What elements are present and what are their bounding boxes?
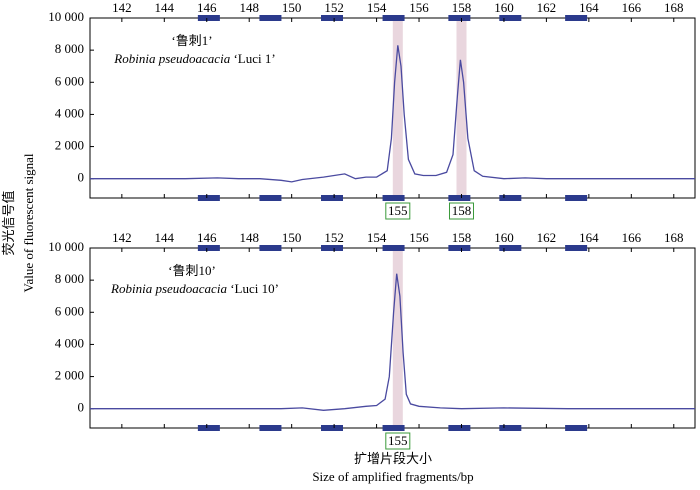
bin-marker <box>382 15 405 21</box>
x-tick-label: 162 <box>537 0 557 15</box>
bin-highlight <box>392 248 403 428</box>
bin-marker <box>448 245 471 251</box>
bin-marker <box>197 195 220 201</box>
x-tick-label: 150 <box>282 230 302 245</box>
peak-label: 158 <box>452 203 472 218</box>
x-tick-label: 152 <box>324 230 344 245</box>
bin-marker <box>197 425 220 431</box>
bin-marker <box>499 15 522 21</box>
x-tick-label: 144 <box>155 230 175 245</box>
annotation: Robinia pseudoacacia ‘Luci 10’ <box>110 281 279 296</box>
y-tick-label: 0 <box>78 170 85 185</box>
bin-marker <box>448 425 471 431</box>
bin-marker <box>259 425 282 431</box>
bin-marker <box>448 195 471 201</box>
x-tick-label: 160 <box>494 230 514 245</box>
x-tick-label: 146 <box>197 230 217 245</box>
bin-marker <box>382 195 405 201</box>
bin-marker <box>197 15 220 21</box>
peak-label: 155 <box>388 433 408 448</box>
bin-marker <box>259 195 282 201</box>
peak-label-box <box>385 202 411 220</box>
x-tick-label: 168 <box>664 230 684 245</box>
y-tick-label: 4 000 <box>55 335 84 350</box>
x-tick-label: 166 <box>622 230 642 245</box>
cultivar: ‘Luci 10’ <box>230 281 279 296</box>
bin-marker <box>321 15 343 21</box>
x-tick-label: 164 <box>579 0 599 15</box>
y-tick-label: 4 000 <box>55 105 84 120</box>
x-tick-label: 160 <box>494 0 514 15</box>
trace <box>90 45 695 183</box>
cultivar: ‘Luci 1’ <box>233 51 275 66</box>
annotation-cn: ‘鲁刺1’ <box>171 33 212 48</box>
y-tick-label: 8 000 <box>55 41 84 56</box>
y-label: Value of fluorescent signal <box>21 153 36 292</box>
bin-marker <box>321 195 343 201</box>
bin-marker <box>321 425 343 431</box>
bin-marker <box>321 245 343 251</box>
bin-marker <box>259 15 282 21</box>
x-tick-label: 158 <box>452 0 472 15</box>
y-tick-label: 6 000 <box>55 303 84 318</box>
x-tick-label: 148 <box>239 230 259 245</box>
bin-marker <box>565 425 588 431</box>
x-tick-label: 142 <box>112 230 132 245</box>
species: Robinia pseudoacacia <box>113 51 230 66</box>
x-tick-label: 146 <box>197 0 217 15</box>
x-tick-label: 152 <box>324 0 344 15</box>
x-label: Size of amplified fragments/bp <box>312 469 473 484</box>
peak-label-box <box>385 432 411 450</box>
bin-marker <box>499 425 522 431</box>
bin-marker <box>382 425 405 431</box>
x-tick-label: 162 <box>537 230 557 245</box>
bin-marker <box>448 15 471 21</box>
trace <box>90 273 695 411</box>
bin-marker <box>499 195 522 201</box>
bin-highlight <box>456 18 467 198</box>
y-tick-label: 0 <box>78 400 85 415</box>
y-tick-label: 10 000 <box>48 239 84 254</box>
bin-highlight <box>392 18 403 198</box>
x-tick-label: 154 <box>367 230 387 245</box>
y-tick-label: 8 000 <box>55 271 84 286</box>
x-tick-label: 156 <box>409 0 429 15</box>
y-tick-label: 2 000 <box>55 368 84 383</box>
x-tick-label: 148 <box>239 0 259 15</box>
y-label-cn: 荧光信号值 <box>1 190 16 255</box>
bin-marker <box>565 195 588 201</box>
x-tick-label: 154 <box>367 0 387 15</box>
bin-marker <box>382 245 405 251</box>
bin-marker <box>565 15 588 21</box>
bin-marker <box>259 245 282 251</box>
peak-label-box <box>448 202 474 220</box>
x-tick-label: 142 <box>112 0 132 15</box>
x-tick-label: 166 <box>622 0 642 15</box>
y-tick-label: 2 000 <box>55 138 84 153</box>
x-tick-label: 158 <box>452 230 472 245</box>
bin-marker <box>197 245 220 251</box>
peak-label: 155 <box>388 203 408 218</box>
y-tick-label: 6 000 <box>55 73 84 88</box>
x-tick-label: 156 <box>409 230 429 245</box>
x-tick-label: 168 <box>664 0 684 15</box>
y-tick-label: 10 000 <box>48 9 84 24</box>
annotation: Robinia pseudoacacia ‘Luci 1’ <box>113 51 275 66</box>
x-tick-label: 144 <box>155 0 175 15</box>
bin-marker <box>565 245 588 251</box>
x-tick-label: 150 <box>282 0 302 15</box>
bin-marker <box>499 245 522 251</box>
species: Robinia pseudoacacia <box>110 281 227 296</box>
x-label-cn: 扩增片段大小 <box>354 451 432 466</box>
x-tick-label: 164 <box>579 230 599 245</box>
annotation-cn: ‘鲁刺10’ <box>168 263 216 278</box>
